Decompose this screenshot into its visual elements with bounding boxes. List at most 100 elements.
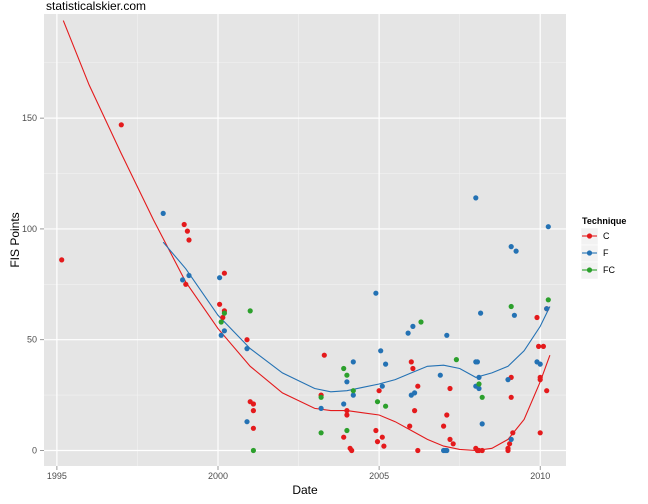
point-f: [186, 272, 192, 279]
point-c: [349, 447, 355, 454]
point-c: [450, 441, 456, 447]
point-c: [479, 447, 485, 454]
point-f: [444, 332, 450, 338]
point-c: [510, 430, 516, 436]
point-c: [534, 314, 540, 321]
point-c: [321, 352, 327, 358]
point-c: [441, 423, 447, 429]
site-title: statisticalskier.com: [46, 0, 147, 13]
point-fc: [341, 365, 347, 372]
point-fc: [318, 394, 324, 400]
point-c: [376, 388, 382, 394]
point-f: [544, 306, 550, 312]
point-f: [405, 330, 411, 336]
y-tick-label: 100: [22, 224, 37, 234]
point-f: [478, 310, 484, 316]
point-fc: [476, 381, 482, 387]
point-f: [244, 346, 250, 352]
y-tick-label: 50: [27, 335, 37, 345]
point-c: [183, 281, 189, 287]
point-f: [410, 323, 416, 329]
point-f: [344, 379, 350, 385]
point-fc: [350, 388, 356, 394]
legend: Technique CF FC: [580, 216, 626, 280]
point-f: [537, 361, 543, 367]
point-f: [221, 328, 227, 334]
legend-label-c: C: [603, 231, 610, 241]
y-axis-title: FIS Points: [8, 212, 22, 267]
point-c: [344, 408, 350, 414]
point-c: [505, 447, 511, 454]
point-c: [447, 385, 453, 392]
point-c: [221, 270, 227, 276]
trend-line-c: [62, 20, 551, 452]
point-f: [378, 348, 384, 354]
point-f: [479, 421, 485, 427]
legend-key-point: [586, 267, 593, 273]
point-c: [537, 430, 543, 436]
point-f: [511, 312, 517, 318]
point-c: [250, 401, 256, 407]
point-f: [180, 277, 186, 283]
point-c: [341, 434, 347, 440]
point-fc: [418, 319, 424, 325]
legend-label-fc: FC: [603, 265, 615, 275]
trend-lines: [62, 20, 551, 452]
point-fc: [247, 308, 253, 314]
point-fc: [318, 430, 324, 436]
point-f: [244, 419, 250, 425]
point-c: [118, 122, 124, 128]
point-c: [217, 301, 223, 307]
point-f: [373, 290, 379, 296]
point-c: [536, 343, 542, 349]
trend-line-f: [162, 241, 551, 393]
point-f: [379, 383, 385, 389]
point-fc: [508, 303, 514, 310]
point-f: [513, 248, 519, 254]
point-f: [476, 385, 482, 392]
data-points: [59, 122, 551, 454]
point-f: [444, 447, 450, 454]
point-c: [537, 377, 543, 383]
point-c: [184, 228, 190, 234]
point-f: [318, 405, 324, 411]
axis-ticks: 1995 2000 2005 2010 0 50 100 150: [22, 113, 550, 481]
point-c: [244, 337, 250, 343]
point-c: [507, 441, 513, 447]
point-c: [415, 383, 421, 389]
point-c: [447, 436, 453, 442]
point-f: [350, 359, 356, 365]
point-fc: [344, 372, 350, 378]
x-tick-label: 2005: [369, 471, 389, 481]
y-tick-label: 150: [22, 113, 37, 123]
point-c: [410, 365, 416, 372]
plot-panel: [44, 14, 566, 466]
point-f: [160, 210, 166, 216]
point-c: [181, 221, 187, 228]
point-c: [379, 434, 385, 440]
point-c: [381, 443, 387, 449]
point-f: [383, 361, 389, 367]
point-c: [412, 408, 418, 414]
point-c: [544, 388, 550, 394]
point-fc: [479, 394, 485, 400]
point-c: [374, 439, 381, 445]
legend-key-point: [586, 233, 593, 239]
point-c: [407, 423, 413, 429]
point-c: [59, 257, 65, 263]
point-f: [412, 390, 418, 396]
legend-key-point: [586, 250, 593, 256]
x-axis-title: Date: [292, 483, 318, 497]
point-f: [341, 401, 347, 407]
point-fc: [545, 297, 551, 303]
point-f: [545, 224, 551, 230]
point-f: [218, 332, 224, 338]
point-f: [473, 195, 479, 201]
point-fc: [383, 403, 389, 409]
point-c: [540, 343, 547, 349]
point-c: [344, 412, 350, 418]
point-c: [250, 408, 256, 414]
point-f: [508, 244, 514, 250]
point-f: [350, 392, 356, 398]
